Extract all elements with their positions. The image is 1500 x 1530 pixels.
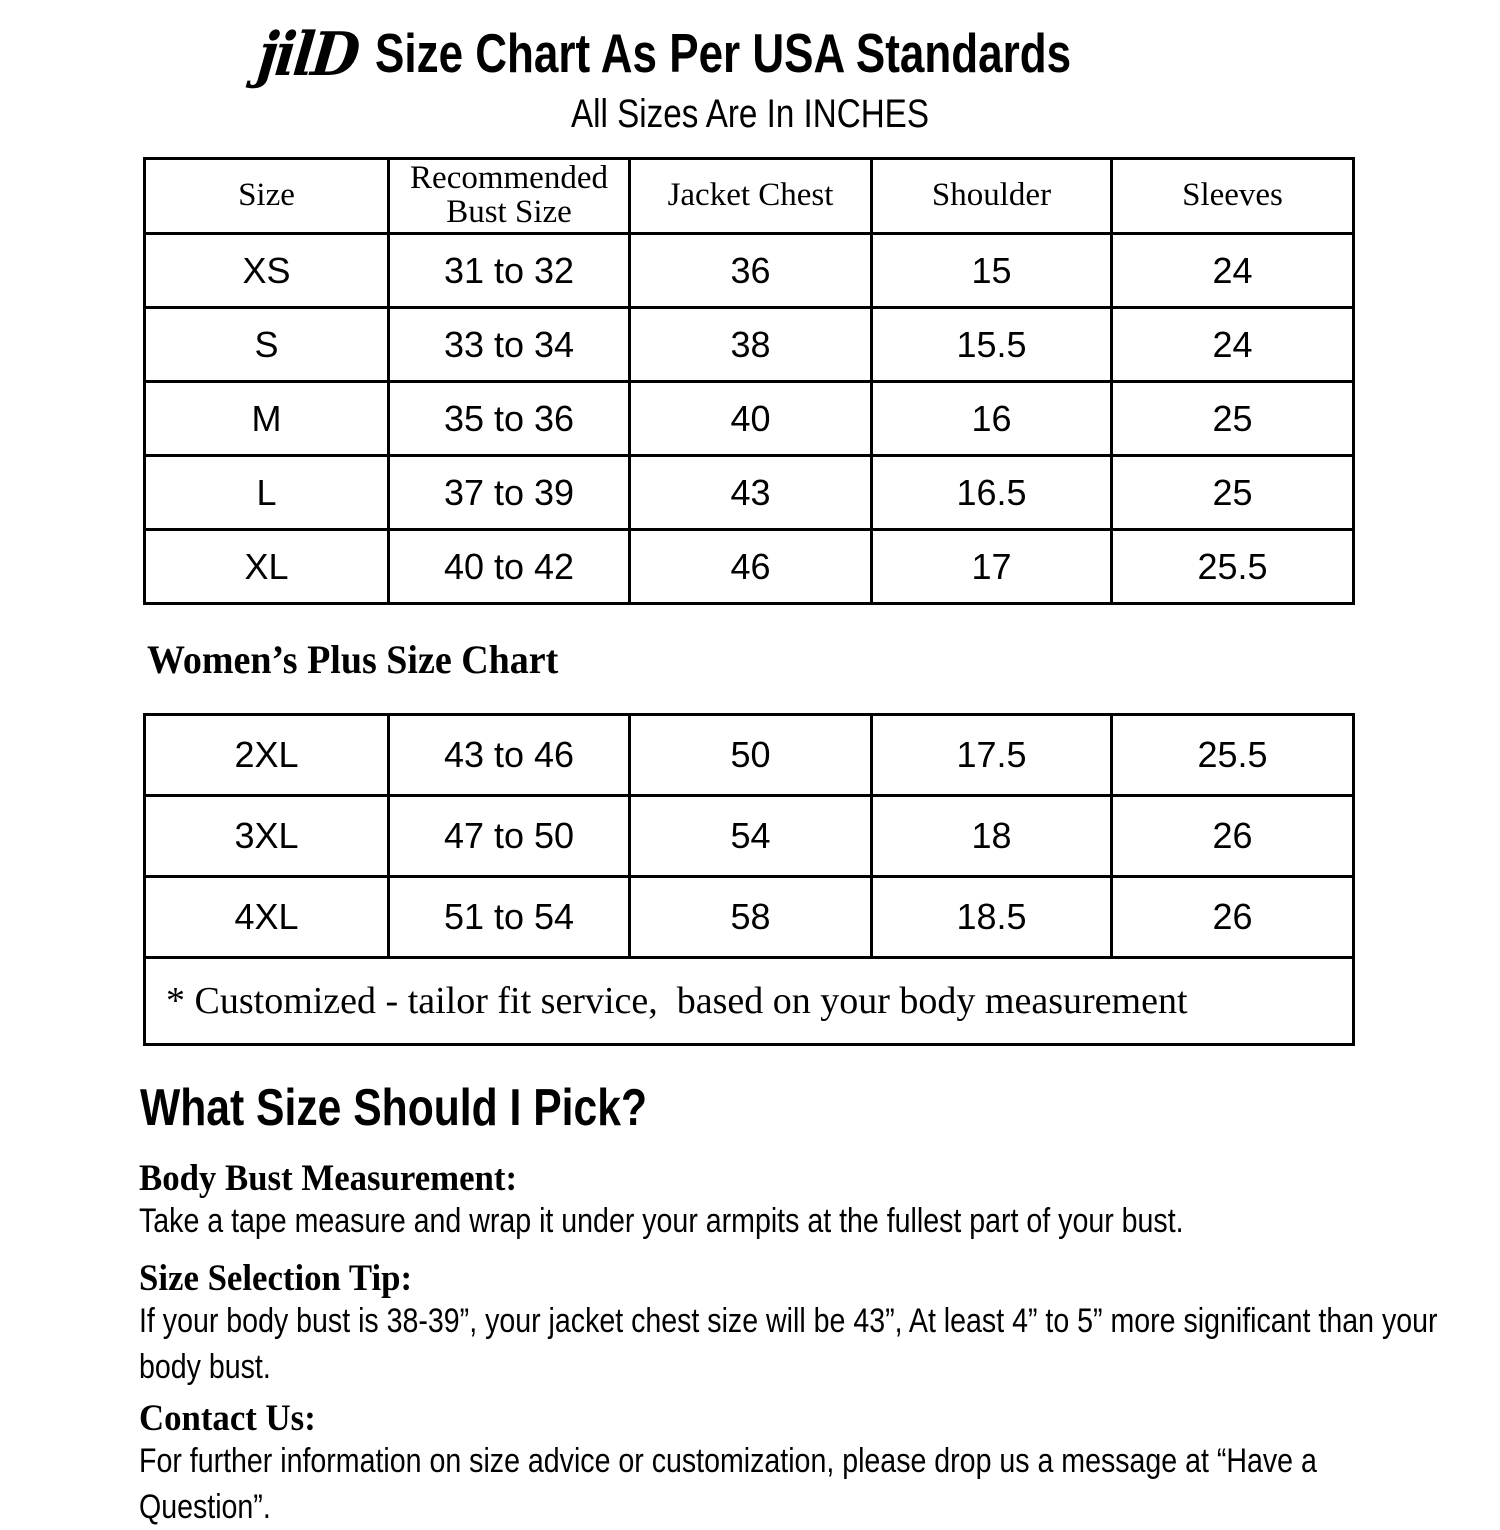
customization-footnote: * Customized - tailor fit service, based… <box>143 956 1355 1046</box>
cell-sleeves: 26 <box>1110 794 1355 878</box>
cell-size: 2XL <box>143 713 390 797</box>
column-header-bust-line2: Bust Size <box>446 194 572 230</box>
table-row: 4XL 51 to 54 58 18.5 26 <box>143 875 1355 959</box>
cell-bust: 43 to 46 <box>387 713 631 797</box>
footnote-row: * Customized - tailor fit service, based… <box>143 956 1355 1046</box>
plus-size-table: 2XL 43 to 46 50 17.5 25.5 3XL 47 to 50 5… <box>143 713 1355 1046</box>
column-header-sleeves: Sleeves <box>1110 157 1355 235</box>
plus-size-heading: Women’s Plus Size Chart <box>147 637 559 682</box>
page-title-text: Size Chart As Per USA Standards <box>374 22 1071 84</box>
cell-shoulder: 17 <box>870 528 1113 605</box>
cell-size: 3XL <box>143 794 390 878</box>
table-header-row: Size Recommended Bust Size Jacket Chest S… <box>143 157 1355 235</box>
cell-size: XL <box>143 528 390 605</box>
cell-shoulder: 18 <box>870 794 1113 878</box>
cell-sleeves: 24 <box>1110 306 1355 383</box>
guide-section-body: For further information on size advice o… <box>139 1442 1317 1526</box>
cell-sleeves: 25 <box>1110 454 1355 531</box>
cell-sleeves: 24 <box>1110 232 1355 309</box>
guide-section-body-bust: Body Bust Measurement: Take a tape measu… <box>139 1158 1500 1245</box>
table-row: 3XL 47 to 50 54 18 26 <box>143 794 1355 878</box>
cell-chest: 38 <box>628 306 873 383</box>
cell-shoulder: 17.5 <box>870 713 1113 797</box>
table-row: XL 40 to 42 46 17 25.5 <box>143 528 1355 605</box>
cell-bust: 37 to 39 <box>387 454 631 531</box>
table-row: S 33 to 34 38 15.5 24 <box>143 306 1355 383</box>
cell-sleeves: 26 <box>1110 875 1355 959</box>
page-header: jilD Size Chart As Per USA Standards All … <box>0 0 1500 134</box>
cell-shoulder: 16 <box>870 380 1113 457</box>
cell-shoulder: 16.5 <box>870 454 1113 531</box>
cell-chest: 46 <box>628 528 873 605</box>
cell-chest: 58 <box>628 875 873 959</box>
cell-bust: 40 to 42 <box>387 528 631 605</box>
guide-section-body: If your body bust is 38-39”, your jacket… <box>139 1302 1438 1386</box>
column-header-bust-line1: Recommended <box>410 160 608 197</box>
guide-section-heading: Body Bust Measurement: <box>139 1158 518 1199</box>
cell-chest: 36 <box>628 232 873 309</box>
cell-shoulder: 18.5 <box>870 875 1113 959</box>
guide-section-contact-us: Contact Us: For further information on s… <box>139 1398 1500 1530</box>
cell-bust: 31 to 32 <box>387 232 631 309</box>
page-subtitle: All Sizes Are In INCHES <box>571 92 929 136</box>
standard-size-table: Size Recommended Bust Size Jacket Chest S… <box>143 157 1355 605</box>
table-row: 2XL 43 to 46 50 17.5 25.5 <box>143 713 1355 797</box>
guide-section-heading: Contact Us: <box>139 1398 316 1439</box>
cell-size: XS <box>143 232 390 309</box>
cell-chest: 43 <box>628 454 873 531</box>
cell-chest: 40 <box>628 380 873 457</box>
cell-size: L <box>143 454 390 531</box>
cell-sleeves: 25.5 <box>1110 713 1355 797</box>
table-row: XS 31 to 32 36 15 24 <box>143 232 1355 309</box>
cell-shoulder: 15.5 <box>870 306 1113 383</box>
cell-chest: 54 <box>628 794 873 878</box>
cell-sleeves: 25.5 <box>1110 528 1355 605</box>
column-header-shoulder-label: Shoulder <box>931 177 1052 214</box>
column-header-shoulder: Shoulder <box>870 157 1113 235</box>
guide-section-body: Take a tape measure and wrap it under yo… <box>139 1202 1184 1241</box>
column-header-size: Size <box>143 157 390 235</box>
cell-sleeves: 25 <box>1110 380 1355 457</box>
guide-section-heading: Size Selection Tip: <box>139 1258 413 1299</box>
cell-bust: 35 to 36 <box>387 380 631 457</box>
brand-logo: jilD <box>254 20 361 90</box>
column-header-bust: Recommended Bust Size <box>387 157 631 235</box>
cell-chest: 50 <box>628 713 873 797</box>
column-header-jacket-chest: Jacket Chest <box>628 157 873 235</box>
cell-bust: 51 to 54 <box>387 875 631 959</box>
column-header-jacket-chest-label: Jacket Chest <box>667 177 834 214</box>
page-title: jilD Size Chart As Per USA Standards <box>0 20 1500 90</box>
cell-shoulder: 15 <box>870 232 1113 309</box>
table-row: M 35 to 36 40 16 25 <box>143 380 1355 457</box>
table-row: L 37 to 39 43 16.5 25 <box>143 454 1355 531</box>
guide-main-heading: What Size Should I Pick? <box>140 1079 648 1137</box>
cell-size: S <box>143 306 390 383</box>
column-header-sleeves-label: Sleeves <box>1182 177 1283 214</box>
cell-bust: 47 to 50 <box>387 794 631 878</box>
cell-bust: 33 to 34 <box>387 306 631 383</box>
cell-size: M <box>143 380 390 457</box>
cell-size: 4XL <box>143 875 390 959</box>
guide-section-size-selection-tip: Size Selection Tip: If your body bust is… <box>139 1258 1500 1390</box>
column-header-size-label: Size <box>238 177 295 214</box>
